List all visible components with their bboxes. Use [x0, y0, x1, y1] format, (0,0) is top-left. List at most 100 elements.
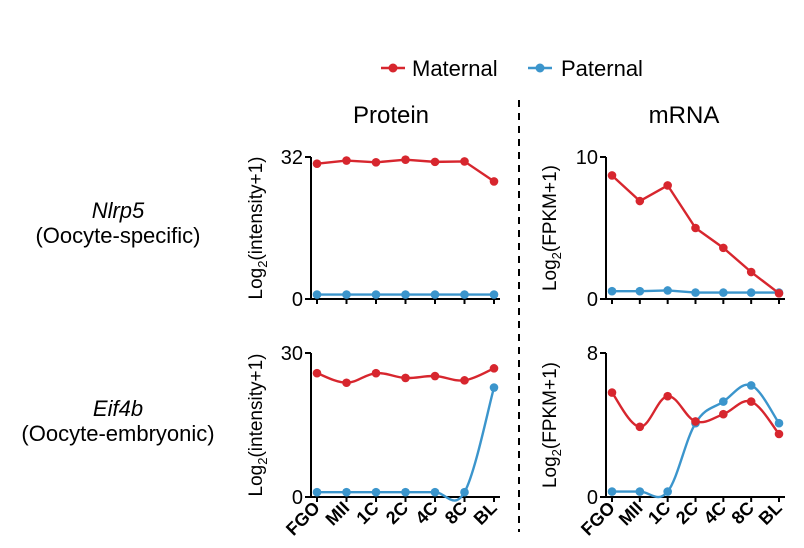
y-axis-label: Log2(FPKM+1)	[540, 165, 564, 291]
data-point-maternal	[430, 371, 440, 381]
data-point-paternal	[774, 418, 784, 428]
data-point-maternal	[663, 181, 672, 190]
x-tick-label: BL	[470, 498, 501, 529]
panel-nlrp5-mrna: 0 10 Log2(FPKM+1)	[540, 147, 785, 311]
data-point-paternal	[607, 286, 617, 296]
data-point-paternal	[312, 290, 322, 299]
y-tick-label: 10	[576, 147, 598, 169]
x-tick-label: 8C	[441, 498, 471, 528]
legend-paternal: Paternal	[528, 56, 643, 81]
data-point-paternal	[719, 397, 728, 406]
data-point-paternal	[746, 288, 756, 297]
data-point-paternal	[635, 487, 645, 496]
data-point-maternal	[607, 171, 617, 180]
data-point-paternal	[460, 487, 469, 497]
data-point-maternal	[719, 409, 728, 419]
data-point-maternal	[774, 429, 784, 439]
gene-category-nlrp5: (Oocyte-specific)	[35, 223, 200, 248]
series-line-paternal	[317, 387, 496, 502]
data-point-paternal	[371, 487, 381, 497]
data-point-maternal	[371, 368, 381, 378]
y-axis-label: Log2(intensity+1)	[246, 354, 270, 497]
series-line-maternal	[611, 174, 780, 295]
data-point-maternal	[430, 157, 440, 167]
x-tick-label: 4C	[700, 498, 730, 528]
y-tick-label: 0	[292, 487, 303, 509]
data-point-paternal	[746, 381, 756, 390]
legend-paternal-label: Paternal	[561, 56, 643, 81]
legend: Maternal Paternal	[381, 56, 643, 81]
x-tick-label: FGO	[577, 498, 619, 540]
x-tick-label: BL	[755, 498, 786, 529]
data-point-maternal	[401, 155, 410, 164]
data-point-paternal	[430, 487, 440, 497]
data-point-paternal	[460, 290, 469, 299]
y-axis-label: Log2(intensity+1)	[246, 157, 270, 300]
y-tick-label: 0	[587, 487, 598, 509]
data-point-maternal	[312, 159, 322, 168]
data-point-maternal	[719, 243, 728, 253]
x-tick-label: MII	[322, 498, 354, 530]
data-point-paternal	[312, 487, 322, 497]
data-point-maternal	[663, 391, 672, 401]
data-point-paternal	[663, 286, 672, 295]
data-point-maternal	[489, 364, 499, 373]
x-tick-label: 2C	[672, 498, 702, 528]
gene-name-nlrp5: Nlrp5	[92, 198, 145, 223]
y-tick-label: 30	[281, 343, 303, 365]
data-point-paternal	[371, 290, 381, 299]
data-point-paternal	[663, 487, 672, 496]
data-point-maternal	[489, 177, 499, 186]
data-point-paternal	[342, 487, 351, 497]
legend-maternal-label: Maternal	[412, 56, 498, 81]
axes	[310, 157, 500, 300]
data-point-maternal	[371, 158, 381, 167]
column-title-protein: Protein	[353, 102, 429, 129]
data-point-maternal	[342, 378, 351, 388]
data-point-maternal	[312, 368, 322, 378]
data-point-maternal	[691, 417, 700, 426]
x-tick-label: 4C	[411, 498, 441, 528]
x-tick-label: FGO	[282, 498, 324, 540]
data-point-paternal	[342, 290, 351, 299]
data-point-maternal	[607, 388, 617, 397]
data-point-paternal	[489, 383, 499, 392]
x-tick-label: 1C	[644, 498, 674, 528]
data-point-maternal	[401, 373, 410, 383]
x-tick-label: 1C	[352, 498, 382, 528]
data-point-paternal	[635, 286, 645, 296]
data-point-paternal	[489, 290, 499, 299]
data-point-paternal	[691, 288, 700, 297]
panel-nlrp5-protein: 0 32 Log2(intensity+1)	[246, 147, 500, 311]
data-point-maternal	[774, 289, 784, 298]
x-tick-label: MII	[615, 498, 647, 530]
data-point-maternal	[635, 196, 645, 206]
data-point-maternal	[746, 397, 756, 406]
y-tick-label: 32	[281, 147, 303, 169]
data-point-maternal	[691, 223, 700, 233]
data-point-maternal	[635, 422, 645, 432]
x-tick-label: 8C	[728, 498, 758, 528]
data-point-paternal	[430, 290, 440, 299]
y-tick-label: 0	[292, 289, 303, 311]
column-title-mrna: mRNA	[649, 102, 720, 129]
gene-category-eif4b: (Oocyte-embryonic)	[21, 421, 214, 446]
data-point-maternal	[342, 156, 351, 165]
data-point-maternal	[460, 376, 469, 385]
data-point-maternal	[460, 157, 469, 166]
data-point-maternal	[746, 267, 756, 277]
x-tick-label: 2C	[382, 498, 412, 528]
data-point-paternal	[719, 288, 728, 297]
data-point-paternal	[401, 290, 410, 299]
legend-maternal-marker	[388, 63, 398, 73]
data-point-paternal	[401, 487, 410, 497]
y-tick-label: 0	[587, 289, 598, 311]
data-point-paternal	[607, 487, 617, 496]
y-tick-label: 8	[587, 343, 598, 365]
y-axis-label: Log2(FPKM+1)	[540, 362, 564, 488]
legend-paternal-marker	[535, 63, 545, 73]
legend-maternal: Maternal	[381, 56, 498, 81]
